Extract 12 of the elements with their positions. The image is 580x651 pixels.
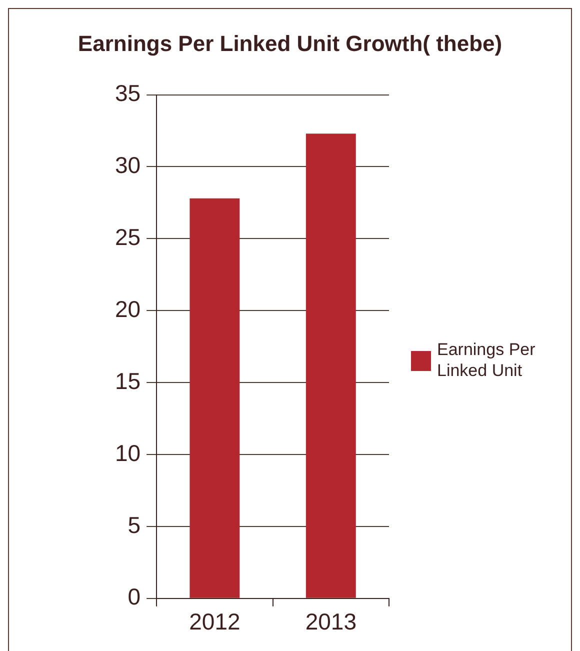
x-tick-label: 2012 — [189, 608, 240, 635]
y-tick-label: 15 — [114, 368, 141, 394]
y-tick-label: 30 — [114, 152, 141, 178]
y-tick-label: 5 — [128, 512, 141, 538]
legend-label: Earnings Per Linked Unit — [437, 339, 536, 381]
y-tick-label: 20 — [114, 296, 141, 322]
y-tick-label: 25 — [114, 224, 141, 250]
x-tick-label: 2013 — [305, 608, 356, 635]
y-tick-label: 0 — [128, 584, 141, 610]
y-tick-label: 35 — [114, 80, 141, 106]
chart-title: Earnings Per Linked Unit Growth( thebe) — [76, 31, 504, 57]
y-tick-label: 10 — [114, 440, 141, 466]
